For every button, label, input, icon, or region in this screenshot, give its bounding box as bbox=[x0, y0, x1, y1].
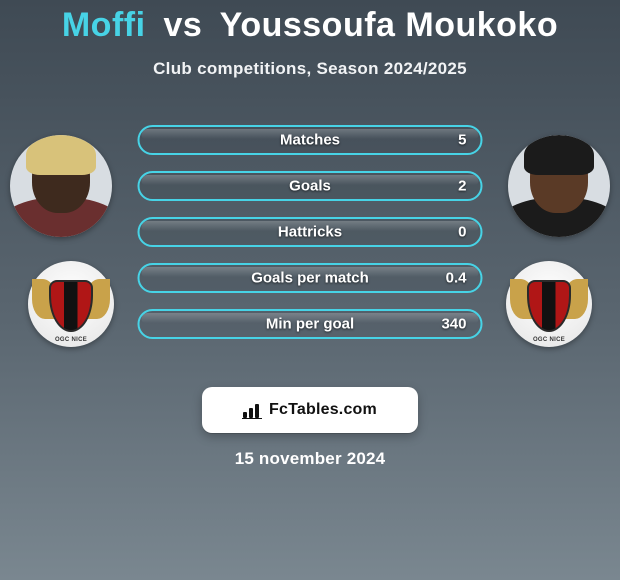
branding-badge[interactable]: FcTables.com bbox=[202, 387, 418, 433]
stat-pill: Matches 5 bbox=[138, 125, 483, 155]
title-player2: Youssoufa Moukoko bbox=[220, 6, 558, 44]
stat-value: 0.4 bbox=[446, 270, 467, 287]
stat-value: 5 bbox=[458, 132, 466, 149]
stat-label: Min per goal bbox=[266, 316, 354, 333]
stat-value: 340 bbox=[441, 316, 466, 333]
stat-label: Matches bbox=[280, 132, 340, 149]
stat-value: 0 bbox=[458, 224, 466, 241]
crest-shield-icon bbox=[527, 280, 571, 332]
stat-pill: Hattricks 0 bbox=[138, 217, 483, 247]
player1-club-crest: OGC NICE bbox=[28, 261, 114, 347]
snapshot-date: 15 november 2024 bbox=[0, 449, 620, 469]
page-title: Moffi vs Youssoufa Moukoko bbox=[0, 0, 620, 45]
stat-pill: Goals 2 bbox=[138, 171, 483, 201]
branding-text: FcTables.com bbox=[269, 401, 377, 419]
stat-label: Goals per match bbox=[251, 270, 369, 287]
stat-label: Goals bbox=[289, 178, 331, 195]
player2-avatar bbox=[508, 135, 610, 237]
player2-club-crest: OGC NICE bbox=[506, 261, 592, 347]
player1-avatar bbox=[10, 135, 112, 237]
crest-text: OGC NICE bbox=[55, 337, 87, 343]
subtitle: Club competitions, Season 2024/2025 bbox=[0, 59, 620, 79]
stat-pill: Min per goal 340 bbox=[138, 309, 483, 339]
stat-label: Hattricks bbox=[278, 224, 342, 241]
avatar-hair bbox=[524, 135, 594, 175]
stat-value: 2 bbox=[458, 178, 466, 195]
crest-shield-icon bbox=[49, 280, 93, 332]
stats-list: Matches 5 Goals 2 Hattricks 0 Goals per … bbox=[138, 125, 483, 339]
title-vs: vs bbox=[164, 6, 203, 44]
stat-pill: Goals per match 0.4 bbox=[138, 263, 483, 293]
comparison-stage: OGC NICE OGC NICE Matches 5 Goals 2 Hatt… bbox=[0, 107, 620, 367]
crest-text: OGC NICE bbox=[533, 337, 565, 343]
avatar-hair bbox=[26, 135, 96, 175]
bar-chart-icon bbox=[243, 402, 263, 418]
title-player1: Moffi bbox=[62, 6, 146, 44]
